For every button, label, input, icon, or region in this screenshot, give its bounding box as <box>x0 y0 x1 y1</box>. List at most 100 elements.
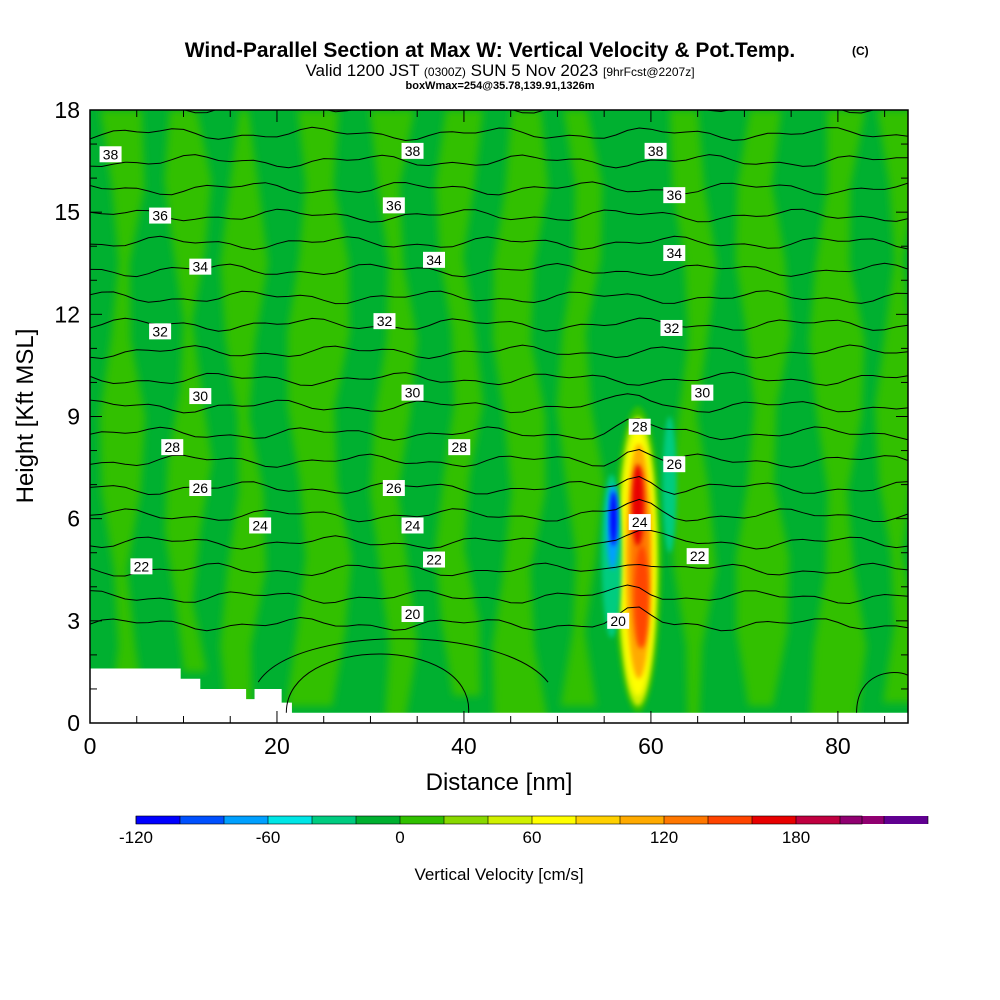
theta-contour-label: 34 <box>663 245 686 262</box>
theta-contour-label-box <box>189 258 212 275</box>
colorbar-swatch <box>752 816 796 824</box>
theta-contour-label: 24 <box>401 517 424 534</box>
y-tick-label: 3 <box>67 608 80 634</box>
colorbar-swatch <box>796 816 840 824</box>
colorbar-swatch <box>312 816 356 824</box>
subtitle-forecast: [9hrFcst@2207z] <box>603 65 695 79</box>
theta-contour-label: 20 <box>401 606 424 623</box>
theta-contour-label-text: 28 <box>451 439 467 455</box>
theta-contour-label-text: 20 <box>610 613 626 629</box>
colorbar-swatch <box>136 816 180 824</box>
colorbar-label: Vertical Velocity [cm/s] <box>414 865 583 884</box>
vv-light-band <box>369 110 418 723</box>
theta-contour-label-box <box>401 142 424 159</box>
theta-contour-label-text: 26 <box>193 480 209 496</box>
theta-contour-label: 32 <box>149 323 172 340</box>
theta-contour-label-box <box>691 384 714 401</box>
theta-contour-label-text: 30 <box>405 385 421 401</box>
theta-contour-label-box <box>607 612 630 629</box>
theta-contour-labels: 38 38 38 36 36 36 34 34 34 32 32 32 30 30 30 28 28 28 26 26… <box>99 142 714 629</box>
colorbar-swatch <box>268 816 312 824</box>
theta-contour-label-box <box>130 558 153 575</box>
theta-contour-label-text: 22 <box>134 558 150 574</box>
theta-contour-label-box <box>448 439 471 456</box>
theta-contour-label-text: 36 <box>386 197 402 213</box>
colorbar-swatch <box>664 816 708 824</box>
theta-contour-line <box>90 317 908 332</box>
theta-contour-label-text: 28 <box>164 439 180 455</box>
theta-contour-line <box>90 262 908 278</box>
theta-contour-label-box <box>149 207 172 224</box>
colorbar-tick-label: 180 <box>782 828 810 847</box>
theta-contour-label-text: 26 <box>386 480 402 496</box>
theta-contour-label-box <box>373 313 396 330</box>
x-tick-label: 20 <box>264 733 290 759</box>
theta-contour-label: 24 <box>628 514 651 531</box>
theta-contour-label-box <box>663 187 686 204</box>
theta-contour-label-text: 24 <box>405 517 421 533</box>
vv-light-band <box>669 110 717 723</box>
theta-contour-label: 22 <box>130 558 153 575</box>
theta-contour-line <box>90 448 908 468</box>
theta-contour-label-box <box>628 418 651 435</box>
theta-contour-line <box>90 344 908 360</box>
colorbar-tick-label: -120 <box>119 828 153 847</box>
colorbar-swatch <box>488 816 532 824</box>
theta-contour-line <box>90 562 908 577</box>
theta-contour-label-box <box>423 251 446 268</box>
vv-cell-layer <box>634 545 649 649</box>
y-axis-label: Height [Kft MSL] <box>12 329 39 504</box>
x-tick-label: 80 <box>825 733 851 759</box>
theta-contour-line <box>90 235 908 251</box>
colorbar-swatch <box>400 816 444 824</box>
theta-contour-line <box>90 290 908 305</box>
y-tick-label: 15 <box>54 199 80 225</box>
theta-contour-label: 28 <box>628 418 651 435</box>
theta-contour-label-text: 32 <box>664 320 680 336</box>
subtitle-utc: (0300Z) <box>424 65 466 79</box>
theta-contour-label: 36 <box>149 207 172 224</box>
vv-cell-layer <box>662 416 677 553</box>
colorbar-swatch <box>444 816 488 824</box>
vv-light-band <box>435 110 483 696</box>
vv-light-band <box>735 110 791 706</box>
theta-contour-label: 30 <box>189 388 212 405</box>
colorbar-tick-label: -60 <box>256 828 281 847</box>
theta-contour-label-text: 36 <box>666 187 682 203</box>
theta-contour-label: 38 <box>99 146 122 163</box>
theta-contour-line <box>90 418 908 441</box>
theta-contour-label: 34 <box>189 258 212 275</box>
theta-contour-label-text: 26 <box>666 456 682 472</box>
theta-contour-label-text: 24 <box>632 514 648 530</box>
theta-contour-label: 34 <box>423 251 446 268</box>
theta-contour-label-text: 34 <box>193 259 209 275</box>
chart-subtitle: Valid 1200 JST (0300Z) SUN 5 Nov 2023 [9… <box>305 61 694 80</box>
colorbar-swatch <box>884 816 928 824</box>
x-axis-label: Distance [nm] <box>426 769 573 796</box>
theta-contour-label-box <box>644 142 667 159</box>
x-tick-label: 60 <box>638 733 664 759</box>
theta-contour-label-box <box>382 197 405 214</box>
theta-contour-label-text: 22 <box>426 552 442 568</box>
vv-cell-layer <box>610 491 618 546</box>
title-copyright-mark: (C) <box>852 44 869 58</box>
vv-light-band <box>875 110 908 703</box>
theta-contour-label: 32 <box>660 319 683 336</box>
x-tick-label: 0 <box>84 733 97 759</box>
theta-contour-label-box <box>686 548 709 565</box>
colorbar-swatch <box>620 816 664 824</box>
theta-contour-line <box>856 672 908 713</box>
colorbar: -120 -60 0 60 120 180 <box>119 815 929 847</box>
colorbar-swatch <box>224 816 268 824</box>
vv-light-bands <box>99 110 908 723</box>
theta-contour-line <box>285 653 470 713</box>
theta-contour-label-text: 32 <box>377 313 393 329</box>
box-info: boxWmax=254@35.78,139.91,1326m <box>406 80 595 92</box>
colorbar-swatch <box>532 816 576 824</box>
vv-light-band <box>556 110 605 706</box>
theta-contour-line <box>90 126 908 142</box>
x-tick-label: 40 <box>451 733 477 759</box>
theta-contour-line <box>90 393 908 414</box>
theta-contour-line <box>90 181 908 196</box>
vv-light-band <box>220 110 269 723</box>
